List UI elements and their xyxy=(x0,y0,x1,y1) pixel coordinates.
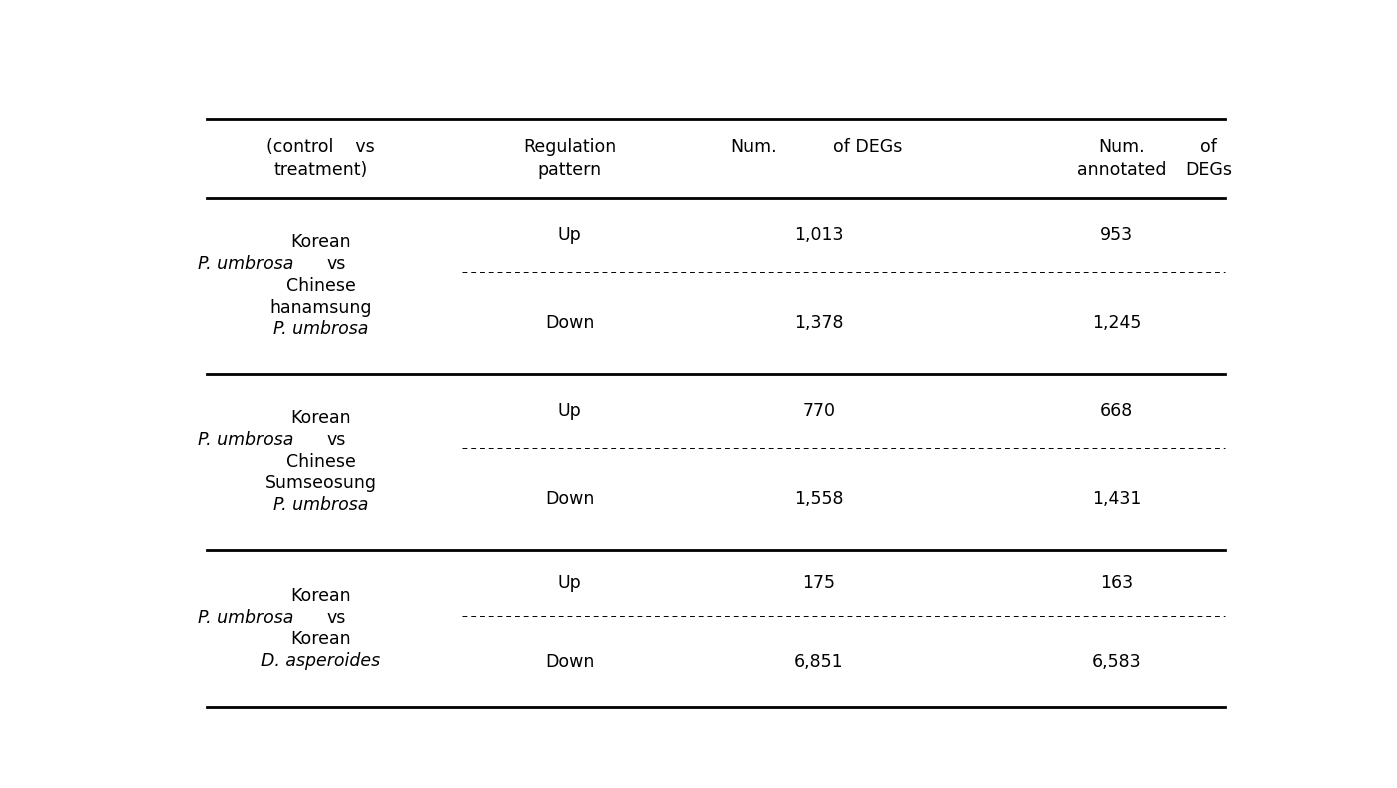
Text: 1,378: 1,378 xyxy=(793,314,844,332)
Text: Up: Up xyxy=(557,225,581,243)
Text: of DEGs: of DEGs xyxy=(833,138,902,156)
Text: Sumseosung: Sumseosung xyxy=(265,474,377,492)
Text: Korean: Korean xyxy=(291,630,351,649)
Text: 1,431: 1,431 xyxy=(1092,489,1141,507)
Text: D. asperoides: D. asperoides xyxy=(261,652,380,671)
Text: 1,013: 1,013 xyxy=(793,225,844,243)
Text: DEGs: DEGs xyxy=(1185,161,1232,179)
Text: P. umbrosa: P. umbrosa xyxy=(272,496,369,515)
Text: Down: Down xyxy=(545,489,595,507)
Text: Up: Up xyxy=(557,402,581,420)
Text: Down: Down xyxy=(545,652,595,671)
Text: vs: vs xyxy=(326,608,345,626)
Text: Chinese: Chinese xyxy=(286,452,356,470)
Text: Korean: Korean xyxy=(291,409,351,427)
Text: vs: vs xyxy=(326,431,345,449)
Text: treatment): treatment) xyxy=(274,161,367,179)
Text: annotated: annotated xyxy=(1077,161,1166,179)
Text: Korean: Korean xyxy=(291,587,351,604)
Text: Down: Down xyxy=(545,314,595,332)
Text: 175: 175 xyxy=(802,574,835,592)
Text: 668: 668 xyxy=(1099,402,1133,420)
Text: 6,583: 6,583 xyxy=(1091,652,1141,671)
Text: Korean: Korean xyxy=(291,233,351,251)
Text: 163: 163 xyxy=(1099,574,1133,592)
Text: 1,558: 1,558 xyxy=(793,489,844,507)
Text: P. umbrosa: P. umbrosa xyxy=(198,608,293,626)
Text: 6,851: 6,851 xyxy=(793,652,844,671)
Text: 770: 770 xyxy=(802,402,835,420)
Text: vs: vs xyxy=(326,255,345,273)
Text: Num.: Num. xyxy=(1098,138,1146,156)
Text: Chinese: Chinese xyxy=(286,277,356,295)
Text: Regulation: Regulation xyxy=(522,138,616,156)
Text: 953: 953 xyxy=(1099,225,1133,243)
Text: pattern: pattern xyxy=(538,161,602,179)
Text: Num.: Num. xyxy=(731,138,777,156)
Text: 1,245: 1,245 xyxy=(1092,314,1141,332)
Text: Up: Up xyxy=(557,574,581,592)
Text: P. umbrosa: P. umbrosa xyxy=(198,431,293,449)
Text: hanamsung: hanamsung xyxy=(270,299,372,317)
Text: P. umbrosa: P. umbrosa xyxy=(198,255,293,273)
Text: (control    vs: (control vs xyxy=(267,138,376,156)
Text: P. umbrosa: P. umbrosa xyxy=(272,321,369,338)
Text: of: of xyxy=(1200,138,1217,156)
